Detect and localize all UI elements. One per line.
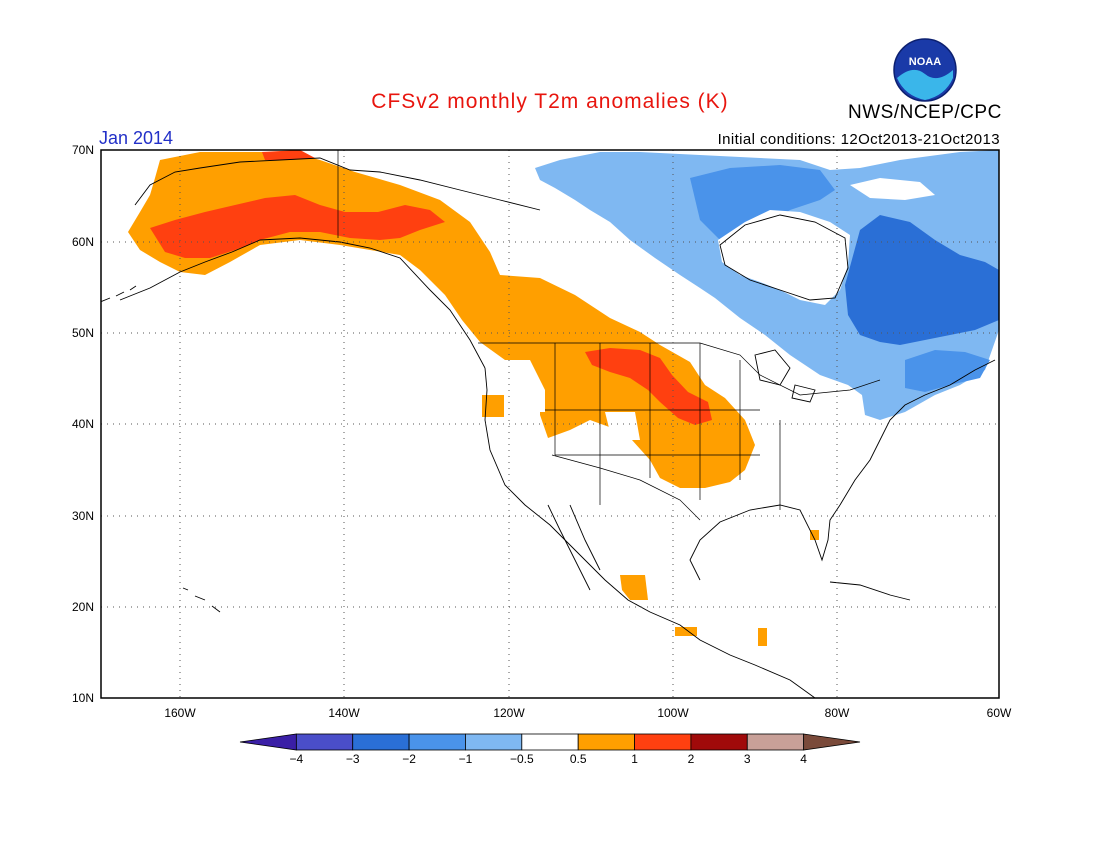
alaska-warm-region: [128, 152, 755, 488]
map-frame: [100, 149, 1000, 699]
anomaly-fields: [128, 150, 999, 646]
organization-label: NWS/NCEP/CPC: [848, 102, 1002, 123]
colorbar-label: 4: [800, 752, 807, 766]
colorbar-swatch: [577, 733, 635, 751]
colorado-neutral: [605, 412, 640, 440]
great-lakes: [754, 349, 816, 403]
chart-title: CFSv2 monthly T2m anomalies (K): [371, 90, 729, 113]
lat-label-60n: 60N: [71, 235, 94, 249]
colorbar-label: −1: [458, 752, 473, 766]
central-america-warm-patch: [758, 628, 767, 646]
colorbar-label: 3: [743, 752, 751, 766]
colorbar-swatch: [521, 733, 579, 751]
colorbar-label: 1: [631, 752, 638, 766]
east-coast: [839, 359, 996, 506]
lon-label-60w: 60W: [986, 706, 1012, 720]
logo-text: NOAA: [909, 56, 941, 68]
great-basin-neutral: [502, 360, 545, 412]
mexico-warm-patch: [675, 627, 697, 636]
nevada-warm-patch: [482, 395, 504, 417]
hudson-bay-neutral: [718, 210, 850, 305]
lat-label-70n: 70N: [71, 143, 94, 157]
lon-label-80w: 80W: [824, 706, 850, 720]
alaska-core-warm-region: [150, 195, 445, 258]
lat-label-20n: 20N: [71, 600, 94, 614]
north-slope-coast: [134, 157, 541, 211]
cuba: [829, 581, 911, 601]
alaska-north-warm-patch: [262, 150, 315, 160]
lon-label-160w: 160W: [164, 706, 196, 720]
west-coast: [484, 367, 816, 698]
colorbar-swatch: [295, 733, 354, 751]
noaa-logo: NOAA: [893, 38, 957, 102]
lon-label-120w: 120W: [493, 706, 525, 720]
florida-warm-patch: [810, 530, 819, 540]
colorbar-swatch: [465, 733, 523, 751]
lon-label-140w: 140W: [328, 706, 360, 720]
baja-coast: [547, 504, 601, 591]
lon-label-100w: 100W: [657, 706, 689, 720]
colorbar-swatch: [408, 733, 466, 751]
colorbar-swatch: [746, 733, 805, 751]
us-mexico-border: [551, 454, 701, 521]
lat-label-40n: 40N: [71, 417, 94, 431]
forecast-month: Jan 2014: [99, 128, 174, 148]
us-canada-border: [478, 342, 881, 396]
baffin-neutral: [850, 178, 935, 200]
lat-label-50n: 50N: [71, 326, 94, 340]
colorbar-swatch: [690, 733, 748, 751]
hudson-bay-coast: [719, 214, 849, 301]
graticule: [101, 150, 999, 698]
central-plains-core-warm-region: [585, 348, 712, 425]
hudson-north-cold-region: [690, 165, 835, 240]
lat-label-10n: 10N: [71, 691, 94, 705]
hawaii: [182, 587, 221, 613]
colorbar: [239, 733, 861, 751]
lat-label-30n: 30N: [71, 509, 94, 523]
colorbar-label: −3: [345, 752, 360, 766]
colorbar-label: −0.5: [509, 752, 534, 766]
colorbar-label: −4: [289, 752, 304, 766]
colorbar-swatch: [239, 733, 297, 751]
colorbar-label: 2: [687, 752, 695, 766]
coastlines: [101, 157, 996, 698]
colorbar-label: −2: [402, 752, 416, 766]
initial-conditions: Initial conditions: 12Oct2013-21Oct2013: [717, 131, 1000, 148]
colorbar-label: 0.5: [569, 752, 587, 766]
gulf-coast: [689, 504, 841, 581]
colorbar-swatch: [634, 733, 692, 751]
maritime-cold-region: [905, 350, 990, 392]
alaska-coast: [119, 237, 486, 369]
colorbar-swatch: [803, 733, 861, 751]
quebec-labrador-cold-region: [845, 215, 999, 345]
mexico-warm-region: [620, 575, 648, 600]
colorbar-swatch: [352, 733, 410, 751]
